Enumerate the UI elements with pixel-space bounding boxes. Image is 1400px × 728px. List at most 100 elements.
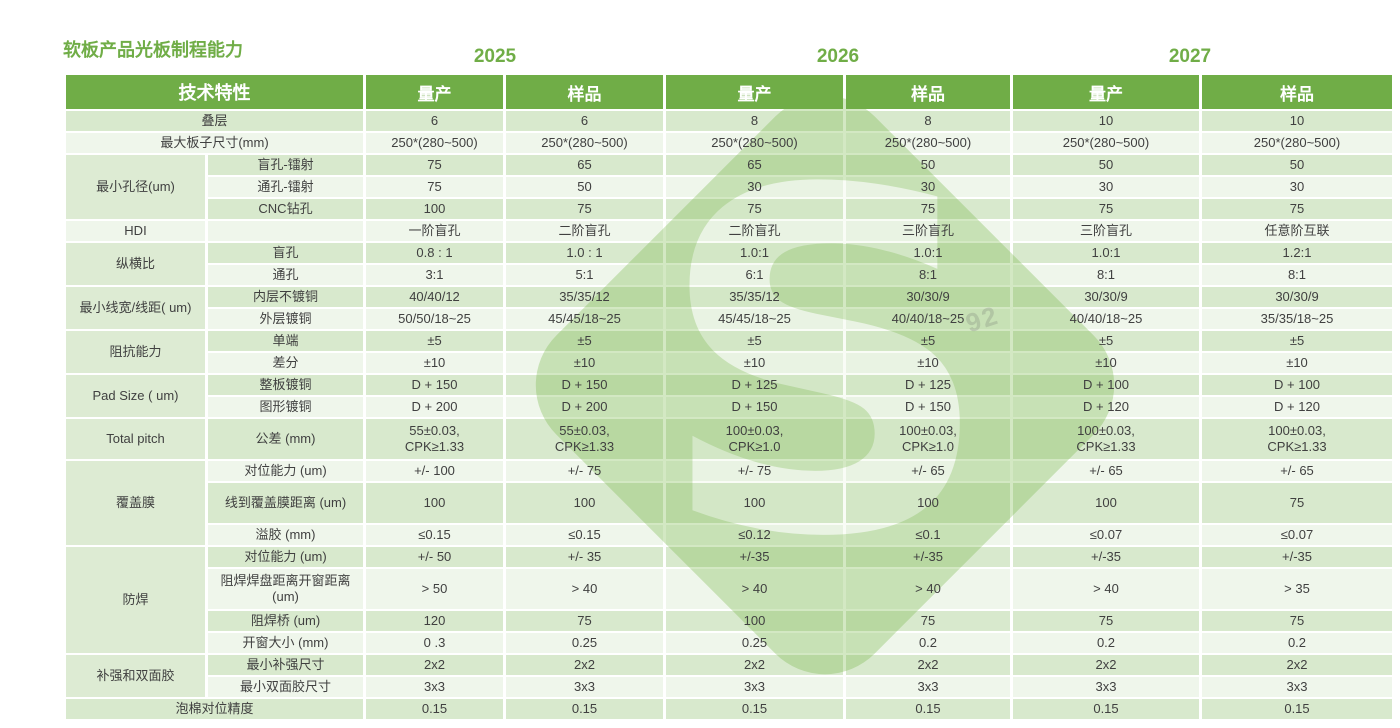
value-cell: 35/35/12 — [666, 287, 843, 307]
group-label: 阻抗能力 — [66, 331, 205, 373]
group-label: 补强和双面胶 — [66, 655, 205, 697]
value-cell: 2x2 — [1013, 655, 1199, 675]
value-cell: 250*(280~500) — [506, 133, 663, 153]
year-label-2027: 2027 — [1168, 46, 1212, 67]
row-label: 溢胶 (mm) — [208, 525, 363, 545]
row-label: 对位能力 (um) — [208, 547, 363, 567]
value-cell: 100 — [666, 483, 843, 523]
value-cell: +/- 100 — [366, 461, 503, 481]
value-cell: > 40 — [506, 569, 663, 609]
value-cell: 35/35/12 — [506, 287, 663, 307]
value-cell: ±10 — [666, 353, 843, 373]
table-row: 通孔-镭射 75 50 30 30 30 30 — [66, 177, 1392, 197]
value-cell: 100±0.03, CPK≥1.33 — [1202, 419, 1392, 459]
value-cell: 50 — [846, 155, 1010, 175]
value-cell: 8:1 — [1013, 265, 1199, 285]
value-cell: 75 — [666, 199, 843, 219]
row-label: 外层镀铜 — [208, 309, 363, 329]
row-label: 差分 — [208, 353, 363, 373]
row-label: 盲孔 — [208, 243, 363, 263]
value-cell: +/-35 — [1013, 547, 1199, 567]
header-2025-sample: 样品 — [506, 75, 663, 109]
value-cell: ±10 — [506, 353, 663, 373]
value-cell: D + 150 — [666, 397, 843, 417]
value-cell: D + 200 — [366, 397, 503, 417]
value-cell: 65 — [506, 155, 663, 175]
value-cell: D + 100 — [1202, 375, 1392, 395]
row-label: 线到覆盖膜距离 (um) — [208, 483, 363, 523]
group-label: Total pitch — [66, 419, 205, 459]
value-cell: +/- 50 — [366, 547, 503, 567]
value-cell: +/- 35 — [506, 547, 663, 567]
row-label: 图形镀铜 — [208, 397, 363, 417]
value-cell: 三阶盲孔 — [846, 221, 1010, 241]
value-cell: 100 — [666, 611, 843, 631]
value-cell: 75 — [1013, 199, 1199, 219]
value-cell: 75 — [506, 199, 663, 219]
value-cell: 3x3 — [846, 677, 1010, 697]
value-cell: 2x2 — [666, 655, 843, 675]
value-cell: > 40 — [846, 569, 1010, 609]
value-cell: 0.2 — [1013, 633, 1199, 653]
value-cell: 50 — [1202, 155, 1392, 175]
row-label: 最小双面胶尺寸 — [208, 677, 363, 697]
table-row: 线到覆盖膜距离 (um) 100 100 100 100 100 75 — [66, 483, 1392, 523]
value-cell: ±5 — [1202, 331, 1392, 351]
value-cell: > 40 — [1013, 569, 1199, 609]
value-cell: 10 — [1202, 111, 1392, 131]
value-cell: 100±0.03, CPK≥1.33 — [1013, 419, 1199, 459]
row-label: CNC钻孔 — [208, 199, 363, 219]
table-row: Pad Size ( um) 整板镀铜 D + 150 D + 150 D + 125 D… — [66, 375, 1392, 417]
group-label: 防焊 — [66, 547, 205, 653]
value-cell: 50/50/18~25 — [366, 309, 503, 329]
table-row: 阻焊焊盘距离开窗距离 (um) > 50 > 40 > 40 > 40 > 40 > 35 — [66, 569, 1392, 609]
value-cell: 1.0:1 — [666, 243, 843, 263]
value-cell: 1.0 : 1 — [506, 243, 663, 263]
value-cell: 二阶盲孔 — [506, 221, 663, 241]
value-cell: D + 150 — [846, 397, 1010, 417]
row-label: 通孔-镭射 — [208, 177, 363, 197]
value-cell: D + 100 — [1013, 375, 1199, 395]
value-cell: 0.2 — [1202, 633, 1392, 653]
value-cell: > 50 — [366, 569, 503, 609]
value-cell: ≤0.15 — [366, 525, 503, 545]
value-cell: 100±0.03, CPK≥1.0 — [666, 419, 843, 459]
value-cell: 3x3 — [506, 677, 663, 697]
table-row: 阻焊桥 (um) 120 75 100 75 75 75 — [66, 611, 1392, 631]
year-label-2025: 2025 — [473, 46, 517, 67]
header-2025-massprod: 量产 — [366, 75, 503, 109]
value-cell: 50 — [506, 177, 663, 197]
value-cell: 100 — [366, 199, 503, 219]
row-label: 盲孔-镭射 — [208, 155, 363, 175]
row-label: 通孔 — [208, 265, 363, 285]
value-cell: ≤0.1 — [846, 525, 1010, 545]
value-cell: ±10 — [846, 353, 1010, 373]
row-label: 阻焊焊盘距离开窗距离 (um) — [208, 569, 363, 609]
value-cell: 75 — [846, 611, 1010, 631]
value-cell: 0.15 — [846, 699, 1010, 719]
value-cell: 100 — [1013, 483, 1199, 523]
value-cell: 2x2 — [506, 655, 663, 675]
value-cell: +/-35 — [666, 547, 843, 567]
value-cell: 0 .3 — [366, 633, 503, 653]
value-cell: 75 — [1202, 483, 1392, 523]
value-cell: 45/45/18~25 — [506, 309, 663, 329]
value-cell: > 40 — [666, 569, 843, 609]
value-cell: 3x3 — [1202, 677, 1392, 697]
value-cell: 2x2 — [366, 655, 503, 675]
value-cell: 10 — [1013, 111, 1199, 131]
value-cell: ≤0.07 — [1202, 525, 1392, 545]
value-cell: 75 — [366, 177, 503, 197]
table-header-row: 技术特性 量产 样品 量产 样品 量产 样品 — [66, 75, 1392, 109]
page-title: 软板产品光板制程能力 — [63, 40, 243, 60]
value-cell: 40/40/12 — [366, 287, 503, 307]
value-cell: 3x3 — [1013, 677, 1199, 697]
row-label: 单端 — [208, 331, 363, 351]
value-cell: +/- 75 — [666, 461, 843, 481]
table-row: 补强和双面胶 最小补强尺寸 2x2 2x2 2x2 2x2 2x2 2x2 — [66, 655, 1392, 697]
value-cell: 250*(280~500) — [366, 133, 503, 153]
row-label: 泡棉对位精度 — [66, 699, 363, 719]
table-row: 通孔 3:1 5:1 6:1 8:1 8:1 8:1 — [66, 265, 1392, 285]
group-label: 纵横比 — [66, 243, 205, 285]
value-cell: ±10 — [366, 353, 503, 373]
